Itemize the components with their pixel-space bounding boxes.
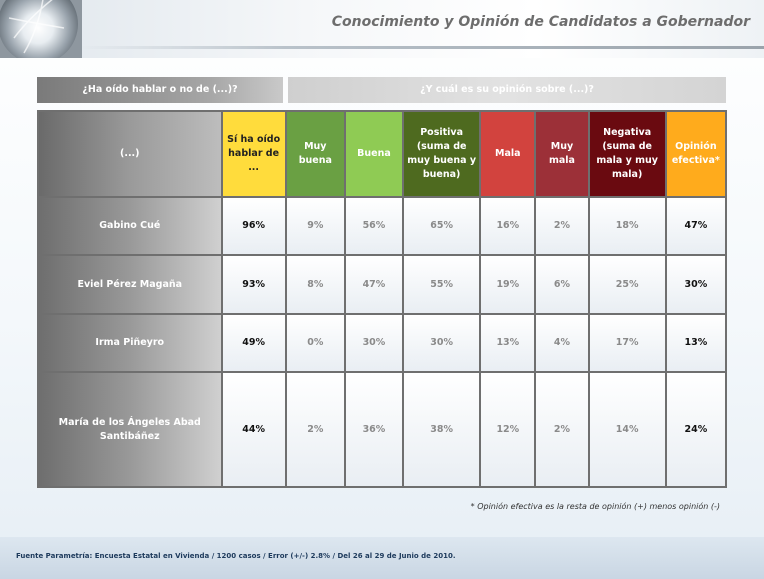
- cell-very-good: 9%: [286, 198, 344, 255]
- cell-negative: 18%: [589, 198, 665, 255]
- candidate-name: Eviel Pérez Magaña: [39, 256, 221, 313]
- cell-bad: 19%: [481, 256, 535, 313]
- cell-bad: 16%: [481, 198, 535, 255]
- column-header-effective-opinion: Opinión efectiva*: [666, 112, 725, 196]
- cell-effective-opinion: 13%: [666, 314, 725, 372]
- cell-very-good: 0%: [286, 314, 344, 372]
- question-band-opinion: ¿Y cuál es su opinión sobre (...)?: [288, 77, 726, 103]
- cell-very-good: 8%: [286, 256, 344, 313]
- column-header-good: Buena: [345, 112, 403, 196]
- cell-bad: 13%: [481, 314, 535, 372]
- cell-very-good: 2%: [286, 373, 344, 486]
- cell-good: 36%: [345, 373, 403, 486]
- cell-effective-opinion: 30%: [666, 256, 725, 313]
- table-row: Gabino Cué 96% 9% 56% 65% 16% 2% 18% 47%: [39, 198, 725, 255]
- cell-heard: 93%: [222, 256, 285, 313]
- column-header-very-good: Muy buena: [286, 112, 344, 196]
- cell-very-bad: 2%: [536, 373, 588, 486]
- candidates-table: (...) Sí ha oído hablar de ... Muy buena…: [37, 110, 727, 488]
- question-band-heard: ¿Ha oído hablar o no de (...)?: [37, 77, 283, 103]
- cell-positive: 30%: [404, 314, 480, 372]
- candidate-name: María de los Ángeles Abad Santibáñez: [39, 373, 221, 486]
- source-bar: [0, 537, 764, 579]
- cell-negative: 17%: [589, 314, 665, 372]
- page-title: Conocimiento y Opinión de Candidatos a G…: [331, 14, 750, 30]
- footnote: * Opinión efectiva es la resta de opinió…: [470, 502, 720, 511]
- cell-heard: 44%: [222, 373, 285, 486]
- cell-negative: 25%: [589, 256, 665, 313]
- cell-heard: 96%: [222, 198, 285, 255]
- cell-positive: 55%: [404, 256, 480, 313]
- table-row: Irma Piñeyro 49% 0% 30% 30% 13% 4% 17% 1…: [39, 314, 725, 372]
- column-header-bad: Mala: [481, 112, 535, 196]
- cell-positive: 38%: [404, 373, 480, 486]
- cell-heard: 49%: [222, 314, 285, 372]
- cell-very-bad: 4%: [536, 314, 588, 372]
- cell-good: 56%: [345, 198, 403, 255]
- column-header-very-bad: Muy mala: [536, 112, 588, 196]
- column-header-heard: Sí ha oído hablar de ...: [222, 112, 285, 196]
- cell-effective-opinion: 47%: [666, 198, 725, 255]
- cell-effective-opinion: 24%: [666, 373, 725, 486]
- column-header-positive: Positiva (suma de muy buena y buena): [404, 112, 480, 196]
- candidate-name: Gabino Cué: [39, 198, 221, 255]
- cell-very-bad: 2%: [536, 198, 588, 255]
- header-divider: [80, 46, 764, 49]
- source-text: Fuente Parametría: Encuesta Estatal en V…: [16, 552, 456, 560]
- cell-positive: 65%: [404, 198, 480, 255]
- column-header-candidate: (...): [39, 112, 221, 196]
- candidate-name: Irma Piñeyro: [39, 314, 221, 372]
- cell-negative: 14%: [589, 373, 665, 486]
- cell-good: 30%: [345, 314, 403, 372]
- column-header-negative: Negativa (suma de mala y muy mala): [589, 112, 665, 196]
- table-header-row: (...) Sí ha oído hablar de ... Muy buena…: [39, 112, 725, 196]
- decorative-orb-icon: [0, 0, 82, 58]
- cell-good: 47%: [345, 256, 403, 313]
- cell-very-bad: 6%: [536, 256, 588, 313]
- table-row: María de los Ángeles Abad Santibáñez 44%…: [39, 373, 725, 486]
- table-row: Eviel Pérez Magaña 93% 8% 47% 55% 19% 6%…: [39, 256, 725, 313]
- cell-bad: 12%: [481, 373, 535, 486]
